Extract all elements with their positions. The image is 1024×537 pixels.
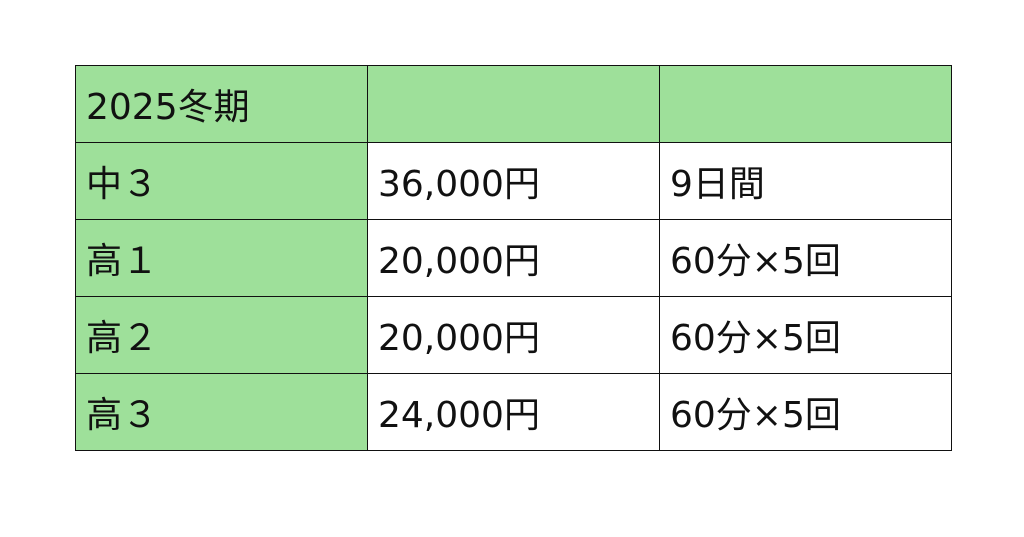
header-cell: 2025冬期 [75, 65, 368, 143]
price-cell: 20,000円 [367, 219, 660, 297]
price-cell: 24,000円 [367, 373, 660, 451]
grade-cell: 中３ [75, 142, 368, 220]
duration-cell: 60分×5回 [659, 219, 952, 297]
duration-cell: 9日間 [659, 142, 952, 220]
grade-cell: 高３ [75, 373, 368, 451]
table-row: 高３ 24,000円 60分×5回 [75, 373, 952, 451]
price-cell: 36,000円 [367, 142, 660, 220]
header-cell [659, 65, 952, 143]
table-header-row: 2025冬期 [75, 65, 952, 143]
duration-cell: 60分×5回 [659, 373, 952, 451]
table-row: 高２ 20,000円 60分×5回 [75, 296, 952, 374]
grade-cell: 高１ [75, 219, 368, 297]
grade-cell: 高２ [75, 296, 368, 374]
price-table: 2025冬期 中３ 36,000円 9日間 高１ 20,000円 60分×5回 … [75, 65, 952, 451]
header-cell [367, 65, 660, 143]
table-row: 高１ 20,000円 60分×5回 [75, 219, 952, 297]
table-row: 中３ 36,000円 9日間 [75, 142, 952, 220]
price-cell: 20,000円 [367, 296, 660, 374]
duration-cell: 60分×5回 [659, 296, 952, 374]
